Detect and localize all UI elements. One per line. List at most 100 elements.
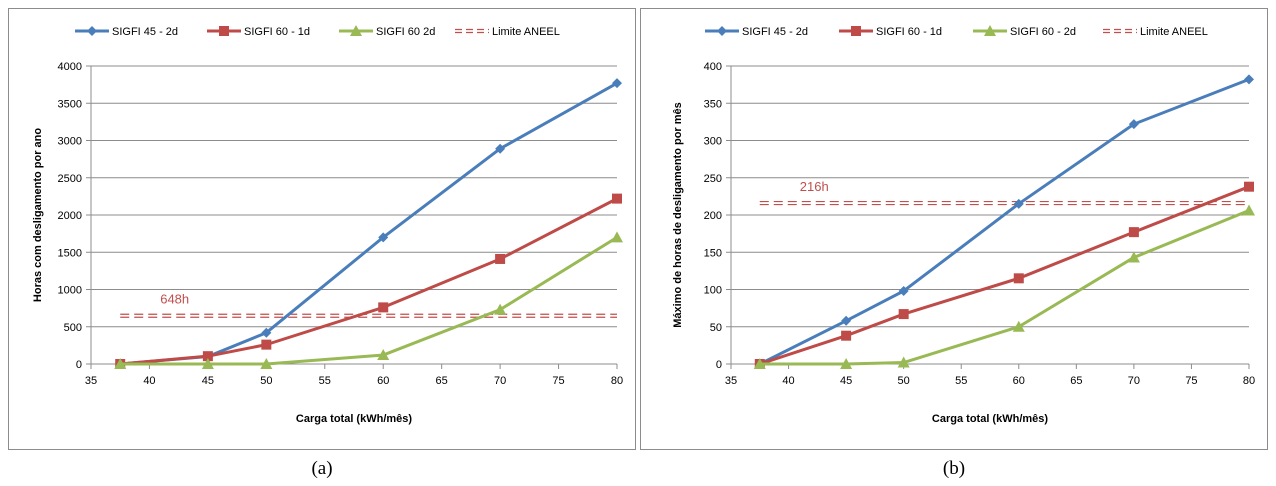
chart-a-plot: 0 500 1000 1500 2000 2500 3000 3500 4000 35 40 45 50… xyxy=(32,25,623,425)
x-tick-label: 55 xyxy=(319,375,331,387)
data-point xyxy=(840,358,853,369)
x-tick-label: 35 xyxy=(85,375,97,387)
x-tick-label: 40 xyxy=(782,375,794,387)
data-point xyxy=(495,253,506,264)
data-point xyxy=(261,327,272,338)
data-point xyxy=(841,315,852,326)
legend-label: Limite ANEEL xyxy=(1140,26,1208,38)
data-point xyxy=(612,193,622,204)
y-tick-label: 3500 xyxy=(58,98,82,110)
y-tick-label: 250 xyxy=(704,173,722,185)
x-tick-label: 50 xyxy=(898,375,910,387)
legend-marker xyxy=(87,26,97,36)
legend-label: SIGFI 60 - 1d xyxy=(244,26,310,38)
data-point xyxy=(841,330,852,341)
series-line xyxy=(759,185,1250,366)
y-tick-label: 0 xyxy=(76,359,82,371)
x-tick-label: 55 xyxy=(955,375,967,387)
legend-marker xyxy=(219,26,229,36)
legend-label: SIGFI 45 - 2d xyxy=(742,26,808,38)
legend-label: SIGFI 60 - 2d xyxy=(1010,26,1076,38)
data-point xyxy=(261,339,272,350)
data-point xyxy=(377,349,390,361)
series-line xyxy=(759,209,1250,366)
data-point xyxy=(1127,251,1140,263)
y-tick-label: 100 xyxy=(704,285,722,297)
x-tick-label: 60 xyxy=(377,375,389,387)
reference-line-label: 216h xyxy=(800,179,829,194)
legend-label: SIGFI 45 - 2d xyxy=(112,26,178,38)
series-line xyxy=(120,236,618,366)
series-line xyxy=(759,78,1250,366)
data-point xyxy=(611,231,623,243)
data-point xyxy=(260,358,273,369)
caption-b: (b) xyxy=(942,458,966,479)
y-tick-label: 150 xyxy=(704,247,722,259)
legend-marker xyxy=(717,26,727,36)
x-axis-title: Carga total (kWh/mês) xyxy=(296,413,412,425)
data-point xyxy=(1128,227,1139,238)
data-point xyxy=(202,351,213,362)
x-tick-label: 35 xyxy=(725,375,737,387)
y-tick-label: 0 xyxy=(716,359,722,371)
legend-marker xyxy=(350,25,362,36)
x-axis-title: Carga total (kWh/mês) xyxy=(932,413,1048,425)
data-point xyxy=(201,358,214,369)
x-tick-label: 45 xyxy=(202,375,214,387)
x-tick-label: 75 xyxy=(1185,375,1197,387)
data-point xyxy=(495,143,506,154)
legend: SIGFI 45 - 2d SIGFI 60 - 1d SIGFI 60 - 2d L… xyxy=(705,25,1208,38)
x-tick-label: 50 xyxy=(260,375,272,387)
data-point xyxy=(1244,181,1254,192)
y-tick-label: 2500 xyxy=(58,173,82,185)
y-tick-label: 1500 xyxy=(58,247,82,259)
data-point xyxy=(898,285,909,296)
data-point xyxy=(1244,74,1254,85)
data-point xyxy=(897,356,910,368)
legend-label: SIGFI 60 - 1d xyxy=(876,26,942,38)
y-axis-title: Horas com desligamento por ano xyxy=(32,128,44,302)
legend-marker xyxy=(984,25,996,36)
data-point xyxy=(1013,198,1024,209)
chart-panel-a: 0 500 1000 1500 2000 2500 3000 3500 4000 35 40 45 50… xyxy=(8,8,636,450)
y-tick-label: 50 xyxy=(710,322,722,334)
x-tick-label: 60 xyxy=(1013,375,1025,387)
legend-label: SIGFI 60 2d xyxy=(376,26,435,38)
data-point xyxy=(898,309,909,320)
data-point xyxy=(753,358,766,369)
data-point xyxy=(612,78,622,89)
data-point xyxy=(494,303,507,315)
x-tick-label: 70 xyxy=(494,375,506,387)
x-tick-label: 80 xyxy=(1243,375,1255,387)
data-point xyxy=(1128,119,1139,130)
x-tick-label: 75 xyxy=(552,375,564,387)
x-tick-label: 45 xyxy=(840,375,852,387)
x-tick-label: 65 xyxy=(436,375,448,387)
y-tick-label: 200 xyxy=(704,210,722,222)
y-tick-label: 3000 xyxy=(58,136,82,148)
data-point xyxy=(1012,320,1025,332)
y-tick-label: 4000 xyxy=(58,61,82,73)
legend: SIGFI 45 - 2d SIGFI 60 - 1d SIGFI 60 2d Lim… xyxy=(75,25,560,38)
x-tick-label: 80 xyxy=(611,375,623,387)
x-tick-label: 70 xyxy=(1128,375,1140,387)
y-tick-label: 300 xyxy=(704,136,722,148)
caption-a: (a) xyxy=(311,458,333,479)
data-point xyxy=(1013,273,1024,284)
data-point xyxy=(1243,204,1255,216)
series-line xyxy=(120,197,618,366)
chart-b-plot: 0 50 100 150 200 250 300 350 400 35 40 45 50 55 60 65 70… xyxy=(672,25,1255,425)
x-tick-label: 40 xyxy=(143,375,155,387)
y-tick-label: 400 xyxy=(704,61,722,73)
y-tick-label: 350 xyxy=(704,98,722,110)
reference-line-label: 648h xyxy=(160,292,189,307)
data-point xyxy=(114,358,127,369)
series-line xyxy=(120,81,618,366)
data-point xyxy=(378,232,389,243)
y-tick-label: 2000 xyxy=(58,210,82,222)
x-tick-label: 65 xyxy=(1070,375,1082,387)
legend-marker xyxy=(851,26,861,36)
y-tick-label: 500 xyxy=(64,322,82,334)
legend-label: Limite ANEEL xyxy=(492,26,560,38)
data-point xyxy=(378,302,389,313)
